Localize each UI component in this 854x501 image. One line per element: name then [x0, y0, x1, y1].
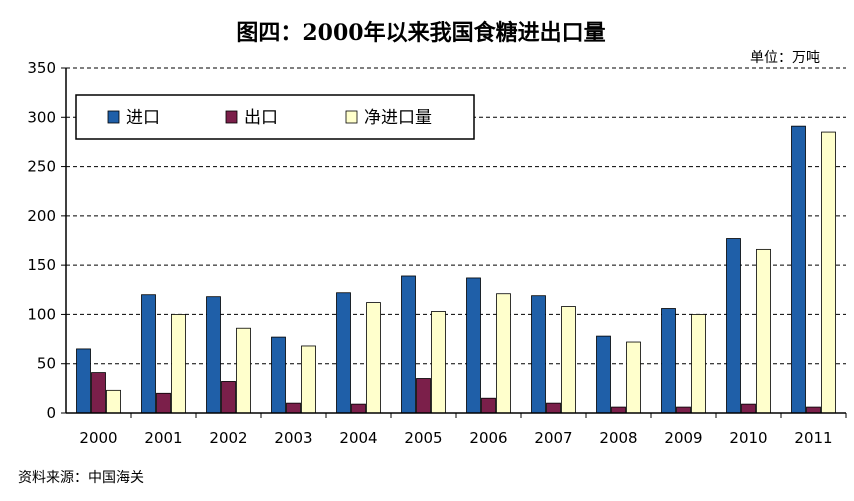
bar-出口-2011: [806, 406, 821, 414]
bar-净进口量-2001: [171, 314, 186, 414]
y-tick-label: 300: [27, 108, 56, 126]
bars: [76, 125, 836, 414]
bar-净进口量-2006: [496, 293, 511, 414]
bar-净进口量-2002: [236, 327, 251, 414]
bar-出口-2008: [611, 406, 626, 414]
x-tick-label: 2001: [144, 429, 182, 447]
bar-出口-2007: [546, 402, 561, 414]
bar-进口-2006: [466, 277, 481, 414]
y-tick-label: 100: [27, 305, 56, 323]
bar-进口-2010: [726, 238, 741, 414]
x-tick-labels: 2000 2001 2002 2003 2004 2005 2006 2007 2008 2009…: [79, 429, 832, 447]
bar-进口-2000: [76, 348, 91, 414]
bar-出口-2006: [481, 397, 496, 414]
x-tick-label: 2011: [794, 429, 832, 447]
bar-进口-2005: [401, 275, 416, 414]
y-tick-label: 50: [37, 355, 56, 373]
legend-label: 进口: [126, 108, 160, 128]
y-tick-labels: 0 50 100 150 200 250 300 350: [27, 59, 56, 422]
legend: 进口 出口 净进口量: [75, 94, 475, 140]
x-tick-label: 2010: [729, 429, 767, 447]
bar-进口-2007: [531, 295, 546, 414]
x-tick-label: 2000: [79, 429, 117, 447]
bar-出口-2010: [741, 403, 756, 414]
legend-swatch: [225, 110, 238, 124]
bar-出口-2002: [221, 381, 236, 414]
bar-进口-2011: [791, 125, 806, 414]
legend-swatch: [345, 110, 358, 124]
x-tick-label: 2007: [534, 429, 572, 447]
x-tick-label: 2009: [664, 429, 702, 447]
bar-出口-2004: [351, 403, 366, 414]
bar-净进口量-2009: [691, 314, 706, 414]
source-note: 资料来源：中国海关: [18, 470, 144, 486]
bar-进口-2003: [271, 336, 286, 414]
y-tick-label: 150: [27, 256, 56, 274]
bar-净进口量-2010: [756, 248, 771, 414]
bar-净进口量-2008: [626, 341, 641, 414]
bar-净进口量-2004: [366, 302, 381, 414]
bar-进口-2002: [206, 296, 221, 414]
bar-出口-2001: [156, 392, 171, 414]
bar-净进口量-2007: [561, 306, 576, 414]
y-tick-label: 0: [46, 404, 56, 422]
x-tick-label: 2006: [469, 429, 507, 447]
bar-净进口量-2005: [431, 311, 446, 414]
x-tick-label: 2005: [404, 429, 442, 447]
legend-swatch: [107, 110, 120, 124]
bar-净进口量-2003: [301, 345, 316, 414]
unit-label: 单位：万吨: [750, 50, 820, 66]
bar-进口-2004: [336, 292, 351, 414]
y-tick-label: 200: [27, 207, 56, 225]
x-tick-label: 2004: [339, 429, 377, 447]
bar-进口-2001: [141, 294, 156, 414]
x-tick-label: 2008: [599, 429, 637, 447]
x-tick-label: 2003: [274, 429, 312, 447]
legend-label: 出口: [244, 108, 278, 128]
x-tick-label: 2002: [209, 429, 247, 447]
bar-出口-2009: [676, 406, 691, 414]
y-tick-label: 350: [27, 59, 56, 77]
axes: [61, 67, 847, 418]
legend-box: [75, 94, 475, 140]
chart-title: 图四：2000年以来我国食糖进出口量: [236, 20, 605, 46]
bar-进口-2009: [661, 308, 676, 414]
bar-出口-2005: [416, 378, 431, 414]
y-tick-label: 250: [27, 158, 56, 176]
bar-出口-2000: [91, 372, 106, 414]
bar-出口-2003: [286, 402, 301, 414]
bar-净进口量-2011: [821, 131, 836, 414]
legend-label: 净进口量: [364, 108, 432, 128]
bar-进口-2008: [596, 335, 611, 414]
bar-净进口量-2000: [106, 389, 121, 414]
